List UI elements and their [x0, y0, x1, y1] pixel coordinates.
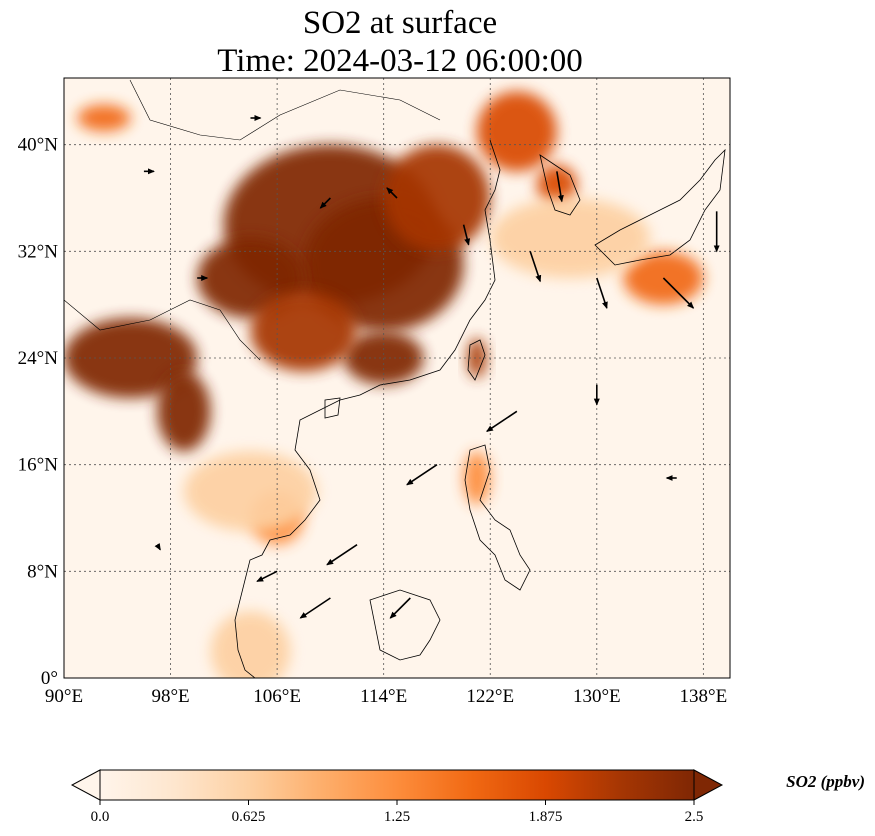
japan-coastline — [594, 148, 726, 266]
wind-arrow — [319, 197, 331, 209]
lon-tick-label: 130°E — [573, 686, 621, 707]
lat-tick-label: 32°N — [18, 241, 59, 262]
so2-region — [490, 198, 651, 278]
plot-area — [63, 77, 731, 679]
so2-region — [250, 291, 358, 372]
lon-tick-label: 90°E — [45, 686, 83, 707]
wind-arrow — [406, 464, 438, 486]
wind-vectors — [143, 115, 720, 619]
colorbar-tick-label: 0.625 — [232, 809, 266, 825]
so2-region — [77, 104, 131, 132]
wind-arrow — [389, 597, 411, 619]
colorbar: 0.0 0.625 1.25 1.875 2.5 SO2 (ppbv) — [70, 769, 865, 825]
so2-region — [183, 451, 318, 532]
borneo-coastline — [369, 589, 441, 661]
korea-coastline — [539, 154, 581, 216]
longitude-axis: 90°E 98°E 106°E 114°E 122°E 130°E 138°E — [45, 686, 727, 707]
wind-arrow — [662, 277, 695, 309]
coastline-layer — [64, 79, 726, 678]
wind-arrow — [299, 597, 331, 619]
plot-frame — [63, 77, 731, 679]
wind-arrow — [529, 251, 542, 283]
so2-region — [476, 91, 557, 172]
wind-arrow — [256, 570, 278, 583]
lat-tick-label: 0° — [41, 668, 58, 689]
map-time-subtitle: Time: 2024-03-12 06:00:00 — [217, 43, 583, 79]
colorbar-bar — [100, 770, 694, 800]
wind-arrow — [386, 187, 398, 199]
lon-tick-label: 138°E — [680, 686, 728, 707]
wind-arrow — [154, 542, 161, 551]
colorbar-extend-max — [693, 769, 724, 801]
mainland-coastline — [234, 139, 501, 678]
so2-region — [157, 371, 211, 452]
colorbar-tick-label: 2.5 — [685, 809, 704, 825]
lat-tick-label: 24°N — [18, 348, 59, 369]
lon-tick-label: 122°E — [466, 686, 514, 707]
so2-region — [536, 164, 577, 205]
colorbar-extend-min — [70, 769, 101, 801]
lat-tick-label: 16°N — [18, 455, 59, 476]
wind-arrow — [596, 277, 608, 309]
wind-arrow — [486, 410, 518, 432]
so2-region — [383, 144, 491, 252]
so2-region — [467, 338, 487, 378]
philippines-coastline — [464, 444, 531, 591]
wind-arrow — [556, 171, 564, 203]
so2-region — [210, 611, 291, 678]
latitude-axis: 0° 8°N 16°N 24°N 32°N 40°N — [18, 135, 59, 689]
wind-arrow — [326, 544, 358, 566]
colorbar-label: SO2 (ppbv) — [786, 772, 865, 791]
taiwan-coastline — [467, 339, 486, 381]
hainan-coastline — [324, 397, 341, 419]
colorbar-ticks: 0.0 0.625 1.25 1.875 2.5 — [91, 800, 704, 825]
map-title: SO2 at surface — [302, 5, 498, 41]
wind-arrow — [462, 224, 471, 246]
lon-tick-label: 106°E — [253, 686, 301, 707]
lat-tick-label: 40°N — [18, 135, 59, 156]
northern-border — [129, 79, 441, 141]
lon-tick-label: 98°E — [151, 686, 189, 707]
colorbar-tick-label: 1.25 — [384, 809, 410, 825]
lat-tick-label: 8°N — [27, 561, 58, 582]
colorbar-tick-label: 0.0 — [91, 809, 110, 825]
lon-tick-label: 114°E — [360, 686, 407, 707]
national-border — [64, 299, 261, 361]
colorbar-tick-label: 1.875 — [529, 809, 563, 825]
